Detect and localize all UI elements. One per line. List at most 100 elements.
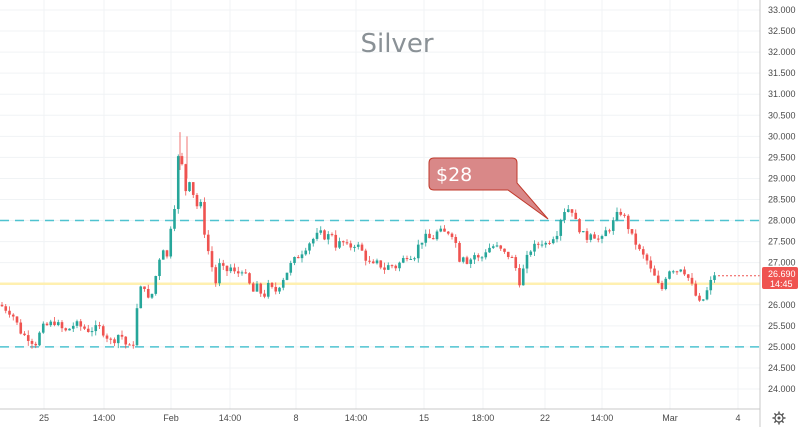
candle-body xyxy=(8,310,11,315)
candle-body xyxy=(11,314,15,317)
candle-body xyxy=(405,258,409,260)
y-tick-label: 32.500 xyxy=(768,26,796,36)
candle-body xyxy=(713,275,716,280)
candle-body xyxy=(671,271,675,273)
candle-body xyxy=(600,236,604,239)
candle-body xyxy=(229,267,233,272)
candle-body xyxy=(139,286,143,309)
candle-body xyxy=(469,259,473,264)
y-axis-ticks: 24.00024.50025.00025.50026.00026.50027.0… xyxy=(768,5,796,394)
candle-body xyxy=(41,323,45,333)
candle-body xyxy=(203,201,206,235)
candle-body xyxy=(311,238,315,244)
candle-body xyxy=(608,230,611,232)
candle-body xyxy=(375,260,379,264)
x-tick-label: 14:00 xyxy=(219,413,242,423)
candle-body xyxy=(555,235,559,240)
candle-body xyxy=(679,269,683,272)
candle-body xyxy=(68,328,71,331)
price-callout[interactable]: $28 xyxy=(428,157,549,220)
candle-body xyxy=(420,242,424,245)
y-tick-label: 31.500 xyxy=(768,68,796,78)
y-tick-label: 31.000 xyxy=(768,89,796,99)
candle-body xyxy=(698,295,701,301)
candle-body xyxy=(409,258,413,260)
candle-body xyxy=(330,234,334,236)
candle-body xyxy=(360,244,364,251)
candle-body xyxy=(195,194,199,207)
candle-body xyxy=(26,335,30,341)
candle-body xyxy=(75,321,79,326)
candle-body xyxy=(83,326,86,329)
candle-body xyxy=(668,271,671,279)
candle-body xyxy=(593,234,596,239)
candle-body xyxy=(131,344,135,346)
candle-body xyxy=(113,339,116,344)
candle-body xyxy=(15,316,19,323)
candle-body xyxy=(191,182,195,195)
candle-body xyxy=(488,247,491,253)
candle-body xyxy=(458,242,461,262)
candle-body xyxy=(589,234,593,240)
candle-body xyxy=(293,257,296,264)
candle-body xyxy=(4,306,8,311)
candle-body xyxy=(383,267,386,270)
callout-bubble[interactable] xyxy=(428,157,549,220)
y-tick-label: 24.500 xyxy=(768,363,796,373)
candle-body xyxy=(394,265,398,269)
candle-body xyxy=(619,211,623,215)
candle-body xyxy=(146,288,150,298)
candle-body xyxy=(150,293,154,298)
candle-body xyxy=(559,219,563,236)
candle-body xyxy=(446,231,450,234)
candle-body xyxy=(233,267,236,272)
candle-body xyxy=(675,271,679,273)
candle-body xyxy=(480,257,484,259)
candle-body xyxy=(30,340,34,344)
candle-body xyxy=(379,260,383,268)
candle-body xyxy=(454,236,458,243)
candle-body xyxy=(255,283,259,292)
candle-body xyxy=(210,251,214,268)
candle-body xyxy=(529,251,533,255)
candle-body xyxy=(188,182,191,192)
candle-body xyxy=(413,258,416,260)
candle-body xyxy=(615,211,619,221)
callout-label: $28 xyxy=(436,164,472,186)
candle-body xyxy=(450,233,454,237)
x-tick-label: 14:00 xyxy=(345,413,368,423)
candle-body xyxy=(544,242,548,245)
candle-body xyxy=(334,234,338,248)
candle-body xyxy=(158,259,161,277)
y-tick-label: 26.000 xyxy=(768,300,796,310)
candle-body xyxy=(221,263,225,266)
candle-body xyxy=(304,250,308,255)
candle-body xyxy=(664,278,668,290)
candle-body xyxy=(660,283,664,290)
candle-body xyxy=(244,272,248,274)
candle-body xyxy=(525,254,529,269)
candle-body xyxy=(176,156,180,210)
y-tick-label: 29.000 xyxy=(768,173,796,183)
candle-body xyxy=(645,254,649,261)
candle-body xyxy=(218,263,221,284)
candle-body xyxy=(533,243,536,252)
settings-gear-icon[interactable] xyxy=(772,411,786,425)
x-tick-label: 14:00 xyxy=(591,413,614,423)
candle-body xyxy=(499,245,503,249)
candle-body xyxy=(683,269,686,275)
candle-body xyxy=(23,333,26,336)
candle-body xyxy=(630,229,634,234)
last-price-value: 26.690 xyxy=(768,269,796,279)
candles xyxy=(0,132,716,349)
candle-body xyxy=(653,268,656,276)
x-tick-label: 14:00 xyxy=(93,413,116,423)
candle-body xyxy=(169,228,173,257)
candle-body xyxy=(199,201,203,207)
candle-body xyxy=(323,230,326,240)
x-tick-label: 15 xyxy=(419,413,429,423)
x-tick-label: 18:00 xyxy=(472,413,495,423)
candle-body xyxy=(439,228,443,232)
